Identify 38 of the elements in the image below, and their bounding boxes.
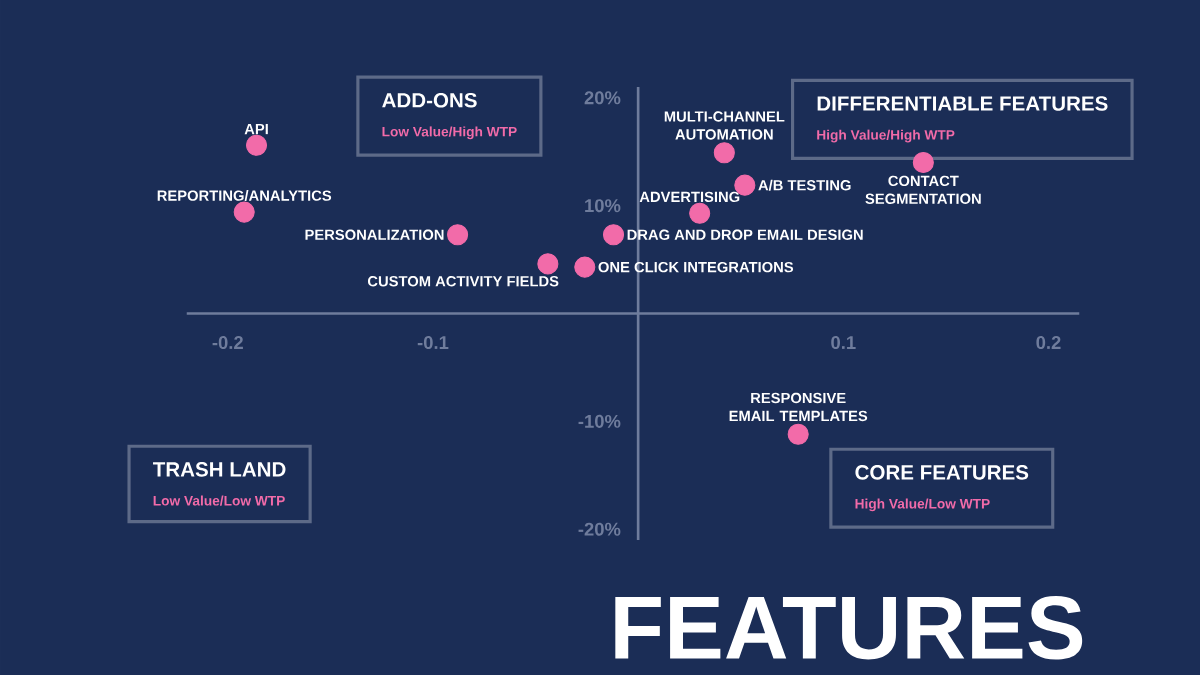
annotation: TRASH LAND — [153, 462, 286, 477]
point — [574, 256, 596, 278]
annotation: MULTI-CHANNEL AUTOMATION — [664, 111, 785, 140]
annotation: CORE FEATURES — [855, 465, 1029, 480]
point — [787, 423, 809, 445]
annotation: PERSONALIZATION — [305, 229, 444, 240]
annotation: CUSTOM ACTIVITY FIELDS — [367, 276, 559, 287]
point — [689, 202, 711, 224]
point — [245, 134, 268, 156]
annotation: ONE CLICK INTEGRATIONS — [598, 261, 794, 273]
annotation: API — [244, 123, 268, 135]
x-tick-label: -0.2 — [212, 336, 243, 350]
annotation: CONTACT SEGMENTATION — [865, 175, 981, 204]
x-tick-label: 0.1 — [831, 336, 856, 350]
annotation: Low Value/High WTP — [382, 126, 517, 140]
point — [447, 224, 469, 246]
annotation: REPORTING/ANALYTICS — [157, 190, 332, 201]
point — [602, 224, 625, 246]
annotation: A/B TESTING — [758, 179, 851, 191]
annotation: DIFFERENTIABLE FEATURES — [817, 96, 1108, 111]
annotation: High Value/Low WTP — [855, 498, 990, 512]
y-tick-label: -20% — [578, 522, 621, 536]
x-tick-label: 0.2 — [1036, 336, 1061, 350]
annotation: High Value/High WTP — [817, 129, 955, 143]
y-tick-label: 20% — [584, 91, 621, 105]
point — [233, 201, 255, 223]
annotation: ADVERTISING — [639, 191, 740, 203]
point — [713, 142, 735, 164]
x-tick-label: -0.1 — [417, 336, 449, 350]
y-tick-label: 10% — [585, 199, 621, 213]
annotation: Low Value/Low WTP — [153, 495, 285, 506]
annotation: ADD-ONS — [382, 93, 477, 108]
point — [537, 253, 559, 275]
point — [912, 151, 934, 174]
text: FEATURES — [615, 596, 1083, 660]
annotation: DRAG AND DROP EMAIL DESIGN — [627, 229, 863, 240]
annotation: RESPONSIVE EMAIL TEMPLATES — [729, 392, 868, 422]
y-tick-label: -10% — [578, 414, 621, 428]
